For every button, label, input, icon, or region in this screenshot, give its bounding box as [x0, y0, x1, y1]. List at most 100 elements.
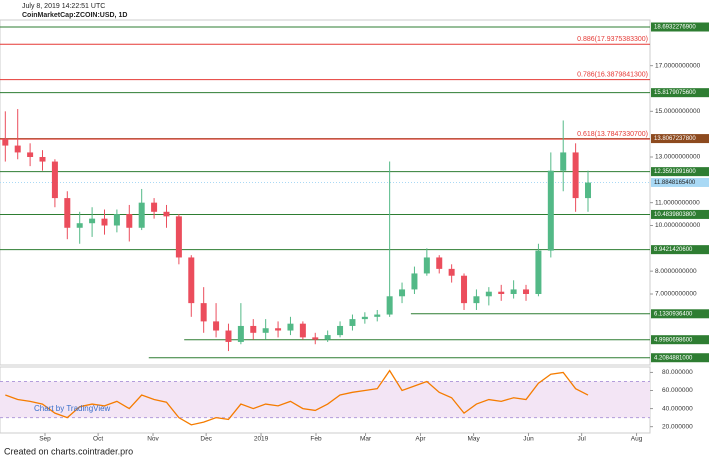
y-tick-label: 10.0000000000 — [655, 222, 701, 229]
fib-label: 0.786(16.3879841300) — [577, 71, 648, 78]
x-tick-label: Aug — [631, 436, 643, 443]
candle-body — [275, 328, 282, 331]
candle-body — [448, 268, 455, 276]
candle-body — [2, 138, 9, 146]
level-label: 15.8179075600 — [654, 90, 696, 96]
x-tick-label: Jun — [523, 436, 534, 443]
candle-body — [27, 152, 34, 157]
candle-body — [411, 273, 418, 290]
candle-body — [39, 156, 46, 162]
candle-body — [535, 250, 542, 294]
candle-body — [225, 330, 232, 342]
candle-body — [572, 152, 579, 199]
x-tick-label: Sep — [39, 436, 51, 443]
y-tick-label: 17.0000000000 — [655, 62, 701, 69]
level-box — [651, 88, 709, 98]
y2-tick-label: 80.000000 — [662, 369, 693, 376]
level-label: 12.3591891600 — [654, 169, 696, 175]
y-tick-label: 8.0000000000 — [655, 268, 697, 275]
candle-body — [374, 314, 381, 317]
level-label: 4.9980698600 — [654, 337, 693, 343]
candle-body — [523, 289, 530, 294]
level-box — [651, 309, 709, 319]
candle-body — [64, 198, 71, 228]
candle-body — [498, 291, 505, 294]
timestamp: July 8, 2019 14:22:51 UTC — [22, 3, 105, 10]
x-tick-label: Nov — [147, 436, 159, 443]
watermark: Chart by TradingView — [34, 404, 111, 413]
level-box — [651, 134, 709, 144]
level-label: 8.9421420600 — [654, 247, 693, 253]
candle-body — [361, 316, 368, 320]
y-tick-label: 13.0000000000 — [655, 154, 701, 161]
candle-body — [188, 257, 195, 304]
fib-label: 0.618(13.7847330700) — [577, 131, 648, 138]
candle-body — [213, 321, 220, 331]
y-tick-label: 11.0000000000 — [655, 199, 700, 206]
level-box — [651, 353, 709, 363]
candle-body — [547, 170, 554, 251]
candle-body — [560, 152, 567, 171]
candle-body — [151, 202, 158, 212]
price-pane — [0, 19, 651, 366]
candle-body — [51, 161, 58, 199]
candle-body — [76, 223, 83, 228]
candle-body — [386, 296, 393, 315]
level-label: 13.8067237800 — [654, 136, 696, 142]
candle-body — [287, 323, 294, 331]
level-box — [651, 245, 709, 255]
candle-body — [237, 325, 244, 342]
candle-body — [175, 216, 182, 258]
candle-body — [324, 335, 331, 340]
x-tick-label: 2019 — [254, 436, 269, 443]
candle-body — [101, 218, 108, 226]
x-tick-label: Feb — [310, 436, 322, 443]
level-box — [651, 22, 709, 32]
x-tick-label: Dec — [200, 436, 212, 443]
candle-body — [585, 182, 592, 199]
candle-body — [126, 214, 133, 228]
last-price-box — [651, 177, 709, 187]
candle-body — [163, 211, 170, 217]
candle-body — [138, 202, 145, 228]
candle-body — [113, 214, 120, 226]
y2-tick-label: 40.000000 — [662, 405, 693, 412]
y-tick-label: 15.0000000000 — [655, 108, 701, 115]
y-tick-label: 7.0000000000 — [655, 291, 697, 298]
candle-body — [473, 296, 480, 304]
candle-body — [399, 289, 406, 297]
candle-body — [14, 145, 21, 153]
footer: Created on charts.cointrader.pro — [4, 446, 133, 456]
rsi-band — [0, 381, 650, 418]
y2-tick-label: 60.000000 — [662, 387, 693, 394]
candle-body — [262, 328, 269, 333]
candle-body — [250, 325, 257, 333]
candle-body — [349, 319, 356, 326]
x-tick-label: Mar — [360, 436, 372, 443]
fib-label: 0.886(17.9375383300) — [577, 36, 648, 43]
candle-body — [200, 303, 207, 322]
candle-body — [461, 275, 468, 304]
candle-body — [485, 291, 492, 297]
rsi-line — [5, 369, 589, 426]
level-box — [651, 209, 709, 219]
last-price-label: 11.8848165400 — [654, 180, 696, 186]
chart-title: CoinMarketCap:ZCOIN:USD, 1D — [22, 12, 127, 19]
x-tick-label: May — [467, 436, 480, 443]
candle-body — [436, 257, 443, 269]
x-tick-label: Oct — [93, 436, 103, 443]
level-box — [651, 335, 709, 345]
candle-body — [423, 257, 430, 274]
level-box — [651, 167, 709, 177]
x-tick-label: Jul — [577, 436, 586, 443]
level-label: 10.4839803800 — [654, 212, 696, 218]
x-tick-label: Apr — [415, 436, 426, 443]
level-label: 4.2084881000 — [654, 355, 693, 361]
y2-tick-label: 20.000000 — [662, 423, 693, 430]
candle-body — [510, 289, 517, 294]
candle-body — [337, 325, 344, 336]
level-label: 18.6932276900 — [654, 25, 696, 31]
level-label: 6.1330936400 — [654, 311, 693, 317]
